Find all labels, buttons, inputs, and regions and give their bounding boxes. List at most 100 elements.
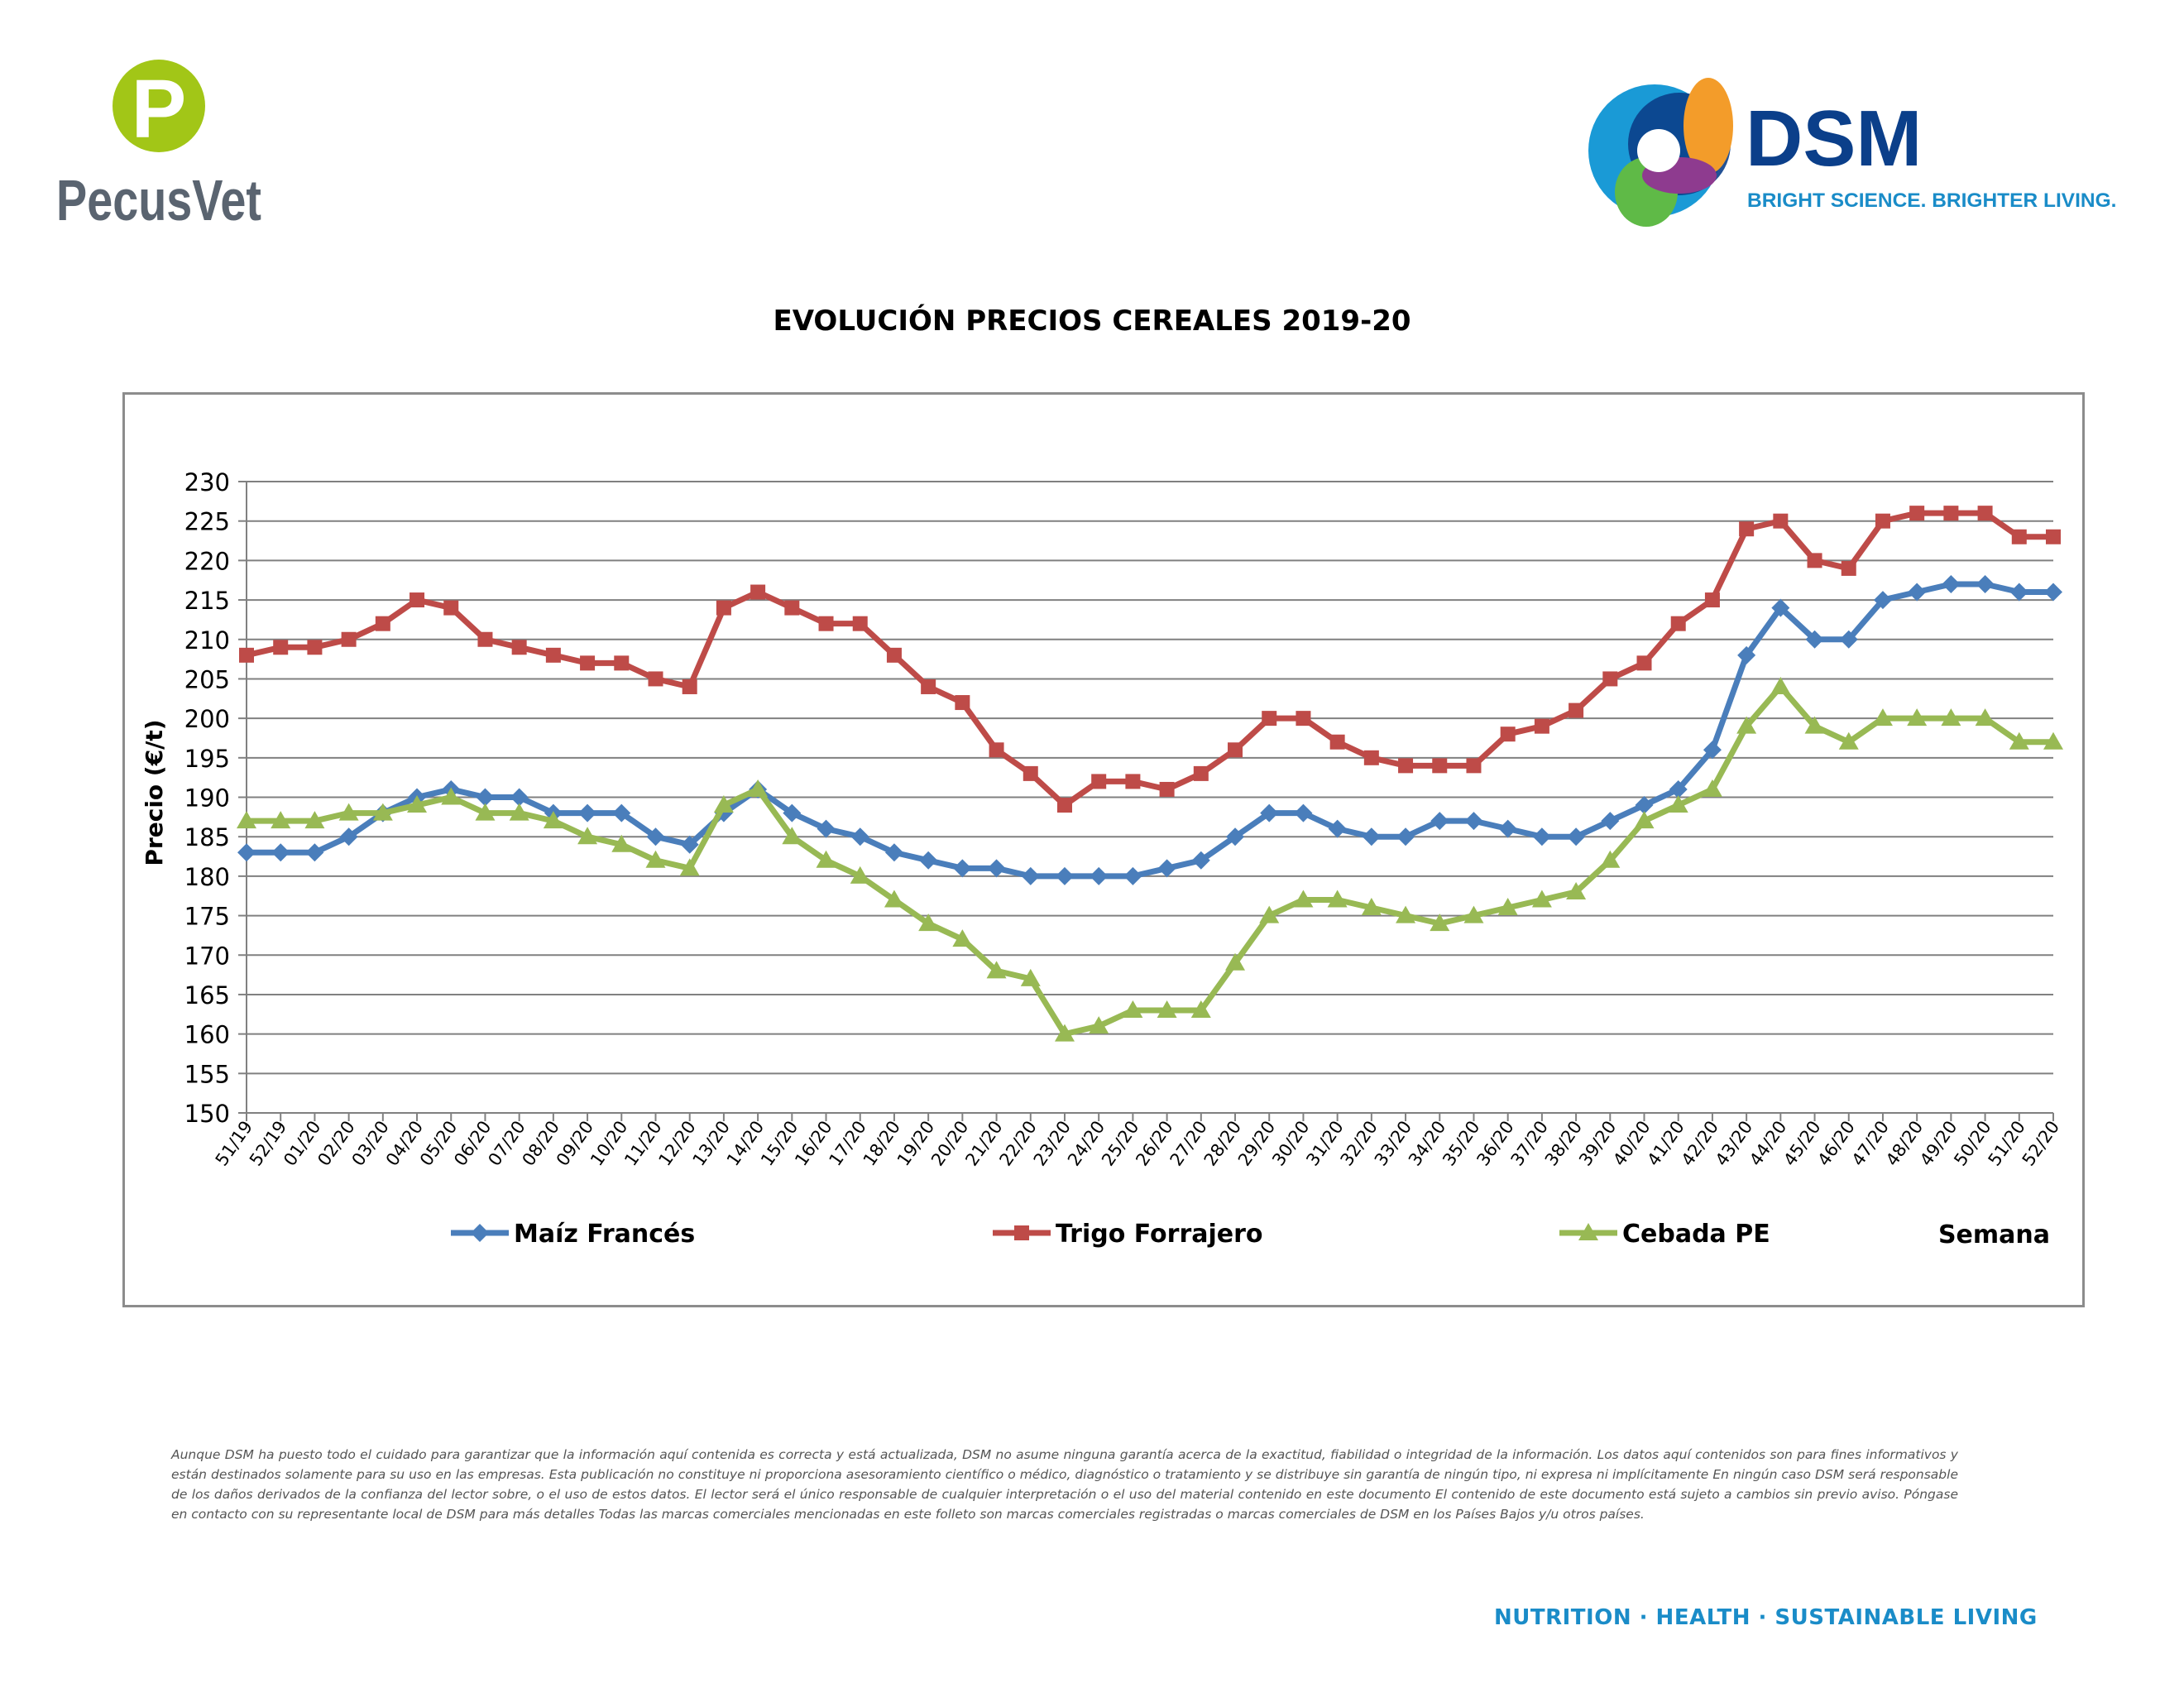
data-point	[1602, 671, 1618, 687]
data-point	[1260, 803, 1279, 822]
data-point	[1191, 851, 1210, 870]
data-point	[1430, 914, 1450, 932]
y-tick-label: 195	[184, 745, 230, 773]
data-point	[1739, 521, 1755, 537]
data-point	[1294, 803, 1313, 822]
data-point	[511, 640, 527, 655]
y-tick-label: 185	[184, 823, 230, 851]
data-point	[645, 850, 666, 868]
data-point	[477, 631, 493, 647]
data-point	[952, 929, 973, 947]
y-tick-label: 180	[184, 863, 230, 891]
data-point	[271, 811, 291, 829]
y-tick-labels: 150 155 160 165 170 175 180 185 190 195 200 205 210 2…	[184, 468, 230, 1128]
series-layer	[237, 506, 2063, 1042]
data-point	[850, 866, 870, 884]
data-point	[305, 843, 324, 862]
disclaimer-text: Aunque DSM ha puesto todo el cuidado par…	[171, 1447, 1958, 1522]
data-point	[1157, 859, 1176, 878]
data-point	[1737, 645, 1756, 664]
data-point	[1293, 890, 1314, 908]
data-point	[509, 803, 529, 821]
data-point	[646, 827, 665, 846]
data-point	[2009, 583, 2028, 602]
data-point	[918, 914, 939, 932]
data-point	[716, 600, 731, 616]
data-point	[1703, 741, 1722, 760]
data-point	[1432, 758, 1448, 774]
data-point	[919, 851, 938, 870]
legend-label: Maíz Francés	[514, 1220, 695, 1249]
data-point	[1804, 716, 1825, 734]
data-point	[1464, 812, 1483, 831]
data-point	[1771, 598, 1790, 617]
data-point	[1872, 708, 1893, 727]
data-point	[1226, 827, 1245, 846]
data-point	[1123, 1000, 1143, 1019]
y-tick-label: 160	[184, 1021, 230, 1049]
data-point	[850, 827, 869, 846]
data-point	[510, 788, 529, 807]
y-tick-label: 215	[184, 587, 230, 615]
data-point	[1361, 898, 1382, 916]
data-point	[1838, 731, 1859, 750]
data-point	[1125, 774, 1141, 789]
data-point	[1328, 819, 1347, 838]
dsm-logo-mark	[1588, 78, 1733, 227]
data-point	[1704, 592, 1720, 608]
data-point	[955, 695, 970, 711]
data-point	[1329, 734, 1345, 750]
data-point	[410, 592, 425, 608]
data-point	[884, 843, 903, 862]
data-point	[2009, 731, 2029, 750]
data-point	[1909, 506, 1925, 521]
data-point	[443, 600, 459, 616]
series-line	[247, 683, 2053, 1038]
data-point	[1670, 616, 1686, 631]
data-point	[1636, 655, 1652, 671]
data-point	[852, 616, 868, 631]
legend-label: Cebada PE	[1622, 1220, 1770, 1249]
data-point	[986, 961, 1007, 979]
data-point	[1056, 798, 1072, 813]
data-point	[1157, 1000, 1177, 1019]
data-point	[476, 788, 495, 807]
data-point	[1941, 708, 1961, 727]
data-point	[1601, 812, 1620, 831]
data-point	[1805, 630, 1824, 649]
data-point	[1054, 1024, 1075, 1042]
data-point	[1396, 827, 1415, 846]
data-point	[682, 679, 697, 694]
data-point	[1498, 819, 1517, 838]
data-point	[1532, 827, 1551, 846]
data-point	[237, 811, 256, 829]
data-point	[1089, 1016, 1109, 1034]
data-point	[679, 858, 700, 876]
data-point	[1497, 898, 1518, 916]
data-point	[1976, 574, 1995, 593]
legend-item: Cebada PE	[1559, 1220, 1770, 1249]
data-point	[545, 647, 561, 663]
data-point	[577, 827, 598, 845]
data-point	[1430, 812, 1449, 831]
data-point	[1398, 758, 1414, 774]
data-point	[648, 671, 663, 687]
data-point	[1943, 506, 1959, 521]
y-tick-label: 210	[184, 626, 230, 655]
footer-tagline: NUTRITION · HEALTH · SUSTAINABLE LIVING	[1494, 1605, 2038, 1630]
legend-swatch-marker	[1578, 1223, 1598, 1240]
y-tick-label: 155	[184, 1060, 230, 1088]
data-point	[2043, 731, 2063, 750]
dsm-logo-text: DSM	[1746, 94, 1922, 183]
pecusvet-logo-letter: P	[132, 63, 187, 156]
data-point	[750, 584, 766, 600]
data-point	[783, 803, 802, 822]
data-point	[1463, 905, 1484, 923]
data-point	[578, 803, 597, 822]
x-tick-labels: 51/1952/1901/2002/2003/2004/2005/2006/20…	[212, 1117, 2063, 1169]
data-point	[375, 616, 390, 631]
chart-title: EVOLUCIÓN PRECIOS CEREALES 2019-20	[773, 305, 1411, 338]
data-point	[1569, 703, 1584, 718]
y-tick-label: 165	[184, 981, 230, 1009]
